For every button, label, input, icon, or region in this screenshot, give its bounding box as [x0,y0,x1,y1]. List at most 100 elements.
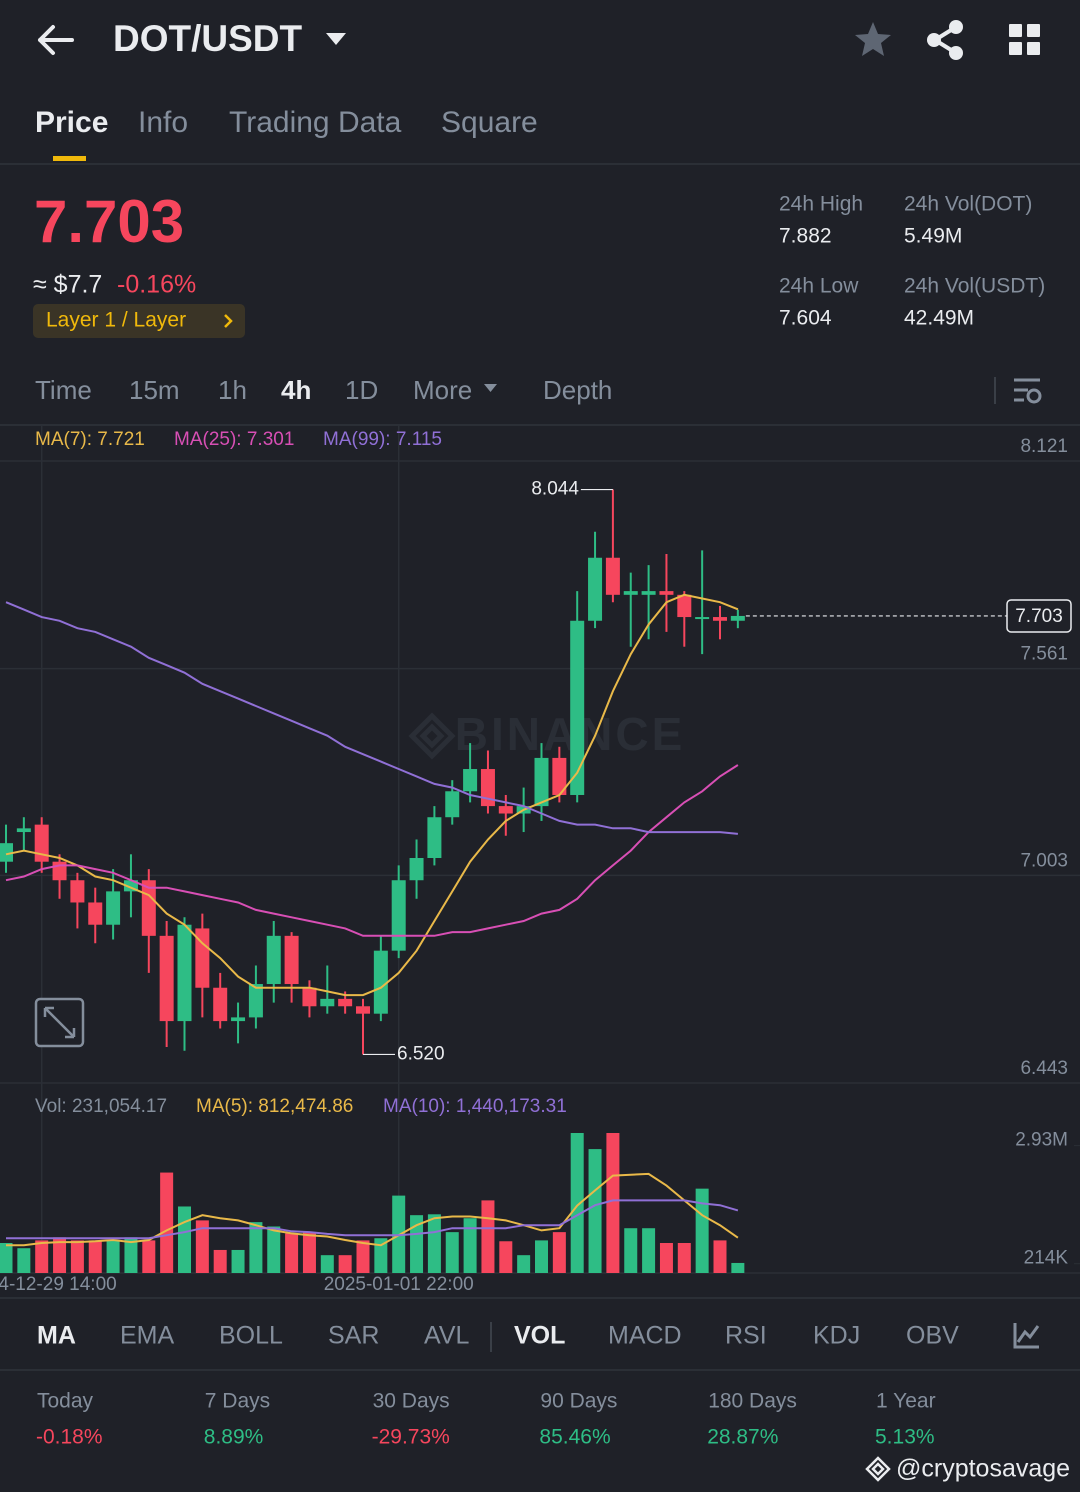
tab[interactable]: Info [138,106,188,139]
candle-body [498,806,513,814]
chart-watermark: BINANCE [455,708,686,760]
y-tick-label: 6.443 [1020,1058,1068,1079]
volume-bar [731,1262,745,1273]
stat-value: 5.49M [904,225,962,248]
candle-body [70,880,85,903]
period-label: 180 Days [708,1390,797,1413]
sector-label[interactable]: Layer 1 / Layer [46,309,186,332]
candle-body [641,591,656,595]
indicator[interactable]: KDJ [813,1322,860,1350]
expand-icon[interactable] [34,997,85,1048]
stat-label: 24h Vol(USDT) [904,275,1045,298]
interval[interactable]: 1D [345,375,378,405]
volume-bar [356,1240,370,1273]
tab[interactable]: Price [35,106,108,139]
volume-bar [160,1172,174,1273]
volume-bar [213,1249,227,1273]
share-icon[interactable] [927,20,963,60]
chart-settings-icon[interactable] [1014,378,1042,404]
legend-entry: MA(99): 7.115 [323,429,442,450]
tab[interactable]: Trading Data [229,106,402,139]
stat-label: 24h Vol(DOT) [904,193,1032,216]
candle-body [480,769,495,807]
indicator[interactable]: AVL [424,1322,469,1350]
favorite-icon[interactable] [855,22,891,56]
candle-body [659,591,674,595]
indicator[interactable]: MACD [608,1322,682,1350]
stat-value: 42.49M [904,307,974,330]
volume-bar [17,1248,31,1273]
candle-body [588,557,603,621]
watermark-logo [408,712,456,760]
indicator[interactable]: RSI [725,1322,767,1350]
indicator[interactable]: SAR [328,1322,379,1350]
candle-body [534,757,549,807]
interval[interactable]: Time [35,375,92,405]
tab[interactable]: Square [441,106,538,139]
sector-tag[interactable] [33,304,245,338]
indicator[interactable]: VOL [514,1322,565,1350]
y-tick-label: 2.93M [1015,1130,1068,1151]
volume-bar [320,1255,334,1273]
candle-body [213,987,228,1022]
interval[interactable]: 4h [281,375,311,405]
candle-body [177,924,192,1022]
indicator[interactable]: MA [37,1322,76,1350]
volume-bar [535,1240,548,1273]
period-change: -29.73% [372,1426,450,1449]
fiat-price: ≈ $7.7 [33,271,102,299]
indicator-settings-icon[interactable] [1013,1323,1040,1349]
volume-bar [302,1232,316,1273]
candle-body [16,828,31,833]
candle-body [730,615,745,621]
pair-title[interactable]: DOT/USDT [113,18,303,59]
interval[interactable]: More [413,375,472,405]
annotation: 6.520 [397,1043,445,1064]
period-label: 1 Year [876,1390,936,1413]
volume-bar [499,1241,513,1273]
indicator[interactable]: EMA [120,1322,175,1350]
indicator[interactable]: OBV [906,1322,959,1350]
candle-body [284,935,299,985]
interval[interactable]: Depth [543,375,612,405]
legend-entry: MA(25): 7.301 [174,429,294,450]
candle-body [231,1017,246,1022]
period-change: 85.46% [539,1426,610,1449]
candle-body [427,817,442,858]
candle-body [391,880,406,951]
period-label: 90 Days [540,1390,617,1413]
volume-bar [195,1220,209,1273]
grid-menu-icon[interactable] [1009,24,1040,55]
candle-body [373,950,388,1014]
volume-bar [463,1218,477,1273]
volume-bar [0,1243,13,1273]
back-button[interactable] [38,25,74,55]
interval[interactable]: 15m [129,375,180,405]
credit: @cryptosavage [896,1455,1070,1483]
legend-entry: MA(7): 7.721 [35,429,145,450]
period-change: 5.13% [875,1426,935,1449]
candle-body [677,594,692,618]
last-price: 7.703 [34,188,184,255]
volume-bar [106,1240,120,1273]
candle-body [356,1006,370,1014]
candle-body [123,880,138,892]
stat-label: 24h Low [779,275,859,298]
x-tick-label: 2024-12-29 14:00 [0,1274,117,1295]
more-dropdown[interactable] [484,384,497,392]
volume-bar [249,1222,263,1273]
performance-row: Today -0.18% 7 Days 8.89% 30 Days -29.73% 90 D… [36,1390,936,1449]
candle-body [266,935,281,985]
period-change: 8.89% [204,1426,264,1449]
candle-body [106,891,121,925]
candle-body [88,902,103,925]
last-price-tag [1006,599,1072,633]
indicator[interactable]: BOLL [219,1322,283,1350]
annotation: 8.044 [531,479,579,500]
y-tick-label: 8.121 [1020,436,1068,457]
interval[interactable]: 1h [218,375,247,405]
volume-bar [481,1200,495,1273]
volume-bar [231,1249,245,1273]
volume-bar [410,1215,424,1273]
pair-dropdown[interactable] [326,33,346,45]
